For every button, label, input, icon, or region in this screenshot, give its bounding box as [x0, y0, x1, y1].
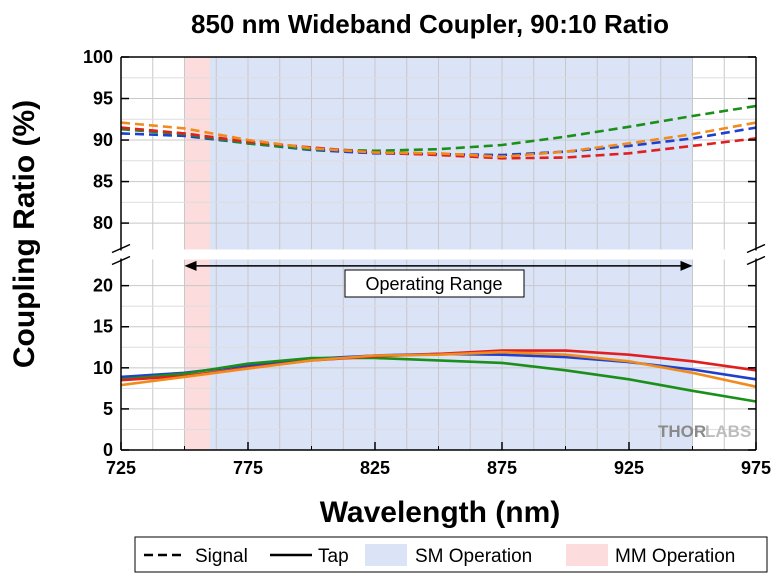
y-tick-label: 20 [93, 276, 113, 296]
y-tick-label: 15 [93, 317, 113, 337]
watermark-text: THOR [658, 422, 706, 441]
y-axis-label: Coupling Ratio (%) [8, 100, 41, 368]
y-tick-label: 5 [103, 399, 113, 419]
tap-series-line [120, 350, 757, 388]
legend-tap-label: Tap [318, 546, 349, 567]
signal-series-line [120, 104, 757, 153]
y-tick-label: 100 [83, 47, 113, 67]
legend-mm-swatch [566, 544, 608, 566]
legend-sm-label: SM Operation [415, 546, 532, 567]
legend-box [134, 536, 768, 573]
axis-break-mark [746, 243, 766, 254]
legend: Signal Tap SM Operation MM Operation [134, 536, 768, 573]
x-tick-label: 975 [741, 458, 771, 478]
y-tick-label: 0 [103, 440, 113, 460]
tap-series-line [120, 356, 757, 403]
watermark-text: LABS [705, 422, 751, 441]
axis-break-mark [746, 255, 766, 266]
y-tick-label: 85 [93, 172, 113, 192]
x-tick-label: 875 [487, 458, 517, 478]
axis-break-mark [111, 255, 131, 266]
legend-signal-label: Signal [195, 546, 248, 567]
y-tick-label: 80 [93, 213, 113, 233]
x-tick-label: 725 [106, 458, 136, 478]
legend-sm-swatch [365, 544, 407, 566]
x-tick-label: 925 [614, 458, 644, 478]
signal-series-line [120, 126, 757, 160]
arrow-head-left [184, 260, 197, 271]
x-axis-label: Wavelength (nm) [320, 496, 561, 529]
operating-range-box [344, 269, 525, 298]
x-tick-label: 775 [233, 458, 263, 478]
axis-break-gap [121, 249, 756, 260]
y-tick-label: 10 [93, 358, 113, 378]
signal-series-line [120, 121, 757, 158]
y-tick-label: 95 [93, 89, 113, 109]
arrow-head-right [680, 260, 693, 271]
x-tick-label: 825 [360, 458, 390, 478]
legend-mm-label: MM Operation [615, 546, 735, 567]
chart-title: 850 nm Wideband Coupler, 90:10 Ratio [191, 9, 669, 39]
y-tick-label: 90 [93, 130, 113, 150]
axis-break-mark [111, 243, 131, 254]
operating-range-label: Operating Range [365, 274, 502, 294]
